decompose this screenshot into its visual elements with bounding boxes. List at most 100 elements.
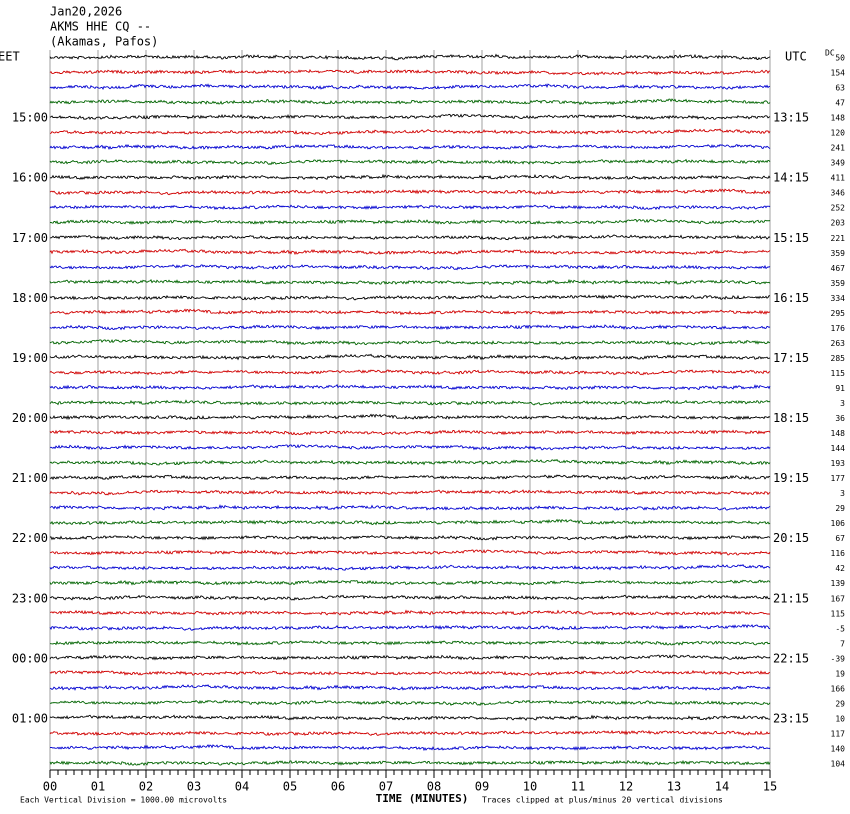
dc-value: 285 (831, 354, 846, 363)
dc-value: 241 (831, 144, 846, 153)
left-time: 20:00 (12, 411, 48, 425)
trace (49, 384, 771, 391)
trace (49, 669, 771, 676)
dc-value: 67 (835, 534, 845, 543)
x-tick-label: 11 (571, 780, 585, 794)
location: (Akamas, Pafos) (50, 35, 158, 49)
dc-value: 176 (831, 324, 846, 333)
trace (49, 143, 771, 151)
dc-value: 104 (831, 760, 846, 769)
x-tick-label: 12 (619, 780, 633, 794)
dc-value: 140 (831, 744, 846, 753)
dc-value: 50 (835, 54, 845, 63)
x-tick-label: 15 (763, 780, 777, 794)
trace (49, 458, 771, 466)
trace (49, 699, 771, 706)
x-tick-label: 10 (523, 780, 537, 794)
footer-left: Each Vertical Division = 1000.00 microvo… (20, 796, 227, 805)
dc-value: 334 (831, 294, 846, 303)
left-time: 22:00 (12, 531, 48, 545)
x-tick-label: 02 (139, 780, 153, 794)
trace (49, 518, 771, 526)
trace (49, 308, 771, 316)
trace (49, 173, 771, 181)
right-time: 20:15 (773, 531, 809, 545)
left-time: 00:00 (12, 651, 48, 665)
trace (49, 218, 771, 226)
dc-value: 47 (835, 99, 845, 108)
right-time: 14:15 (773, 171, 809, 185)
x-axis-title: TIME (MINUTES) (376, 792, 469, 805)
trace (49, 444, 771, 451)
trace (49, 623, 771, 631)
dc-value: 115 (831, 369, 846, 378)
trace (49, 204, 771, 211)
dc-value: 116 (831, 549, 846, 558)
dc-value: 193 (831, 459, 846, 468)
left-time: 17:00 (12, 231, 48, 245)
x-tick-label: 08 (427, 780, 441, 794)
left-time: 01:00 (12, 711, 48, 725)
trace (49, 759, 771, 766)
dc-value: 42 (835, 564, 845, 573)
trace (49, 744, 771, 752)
dc-value: 349 (831, 159, 846, 168)
dc-value: 148 (831, 114, 846, 123)
trace (49, 324, 771, 331)
dc-value: 3 (840, 489, 845, 498)
right-time: 18:15 (773, 411, 809, 425)
dc-value: 177 (831, 474, 846, 483)
dc-value: 221 (831, 234, 846, 243)
trace (49, 338, 771, 346)
dc-value: 467 (831, 264, 846, 273)
dc-label: DC (825, 49, 835, 58)
trace (49, 53, 771, 61)
x-tick-label: 14 (715, 780, 729, 794)
trace (49, 399, 771, 406)
right-time: 15:15 (773, 231, 809, 245)
trace (49, 294, 771, 301)
dc-value: 346 (831, 189, 846, 198)
trace (49, 429, 771, 436)
trace (49, 714, 771, 721)
trace (49, 369, 771, 376)
dc-value: 29 (835, 699, 845, 708)
trace (49, 113, 771, 120)
trace (49, 729, 771, 737)
right-time: 19:15 (773, 471, 809, 485)
x-tick-label: 07 (379, 780, 393, 794)
right-time: 13:15 (773, 111, 809, 125)
dc-value: 106 (831, 519, 846, 528)
trace (49, 489, 771, 496)
dc-value: -39 (831, 654, 846, 663)
trace (49, 248, 771, 256)
dc-value: 29 (835, 504, 845, 513)
dc-value: 139 (831, 579, 846, 588)
right-time: 17:15 (773, 351, 809, 365)
trace (49, 474, 771, 481)
trace (49, 69, 771, 76)
dc-value: 154 (831, 69, 846, 78)
left-time: 15:00 (12, 111, 48, 125)
dc-value: 359 (831, 249, 846, 258)
dc-value: 144 (831, 444, 846, 453)
trace (49, 563, 771, 571)
trace (49, 98, 771, 106)
x-tick-label: 00 (43, 780, 57, 794)
dc-value: 252 (831, 204, 846, 213)
x-tick-label: 03 (187, 780, 201, 794)
dc-value: 36 (835, 414, 845, 423)
dc-value: 263 (831, 339, 846, 348)
dc-value: 115 (831, 609, 846, 618)
x-tick-label: 06 (331, 780, 345, 794)
trace (49, 640, 771, 646)
footer-right: Traces clipped at plus/minus 20 vertical… (482, 796, 723, 805)
left-time: 23:00 (12, 591, 48, 605)
trace (49, 594, 771, 601)
station: AKMS HHE CQ -- (50, 20, 151, 34)
left-time: 16:00 (12, 171, 48, 185)
dc-value: 117 (831, 729, 846, 738)
trace (49, 278, 771, 286)
